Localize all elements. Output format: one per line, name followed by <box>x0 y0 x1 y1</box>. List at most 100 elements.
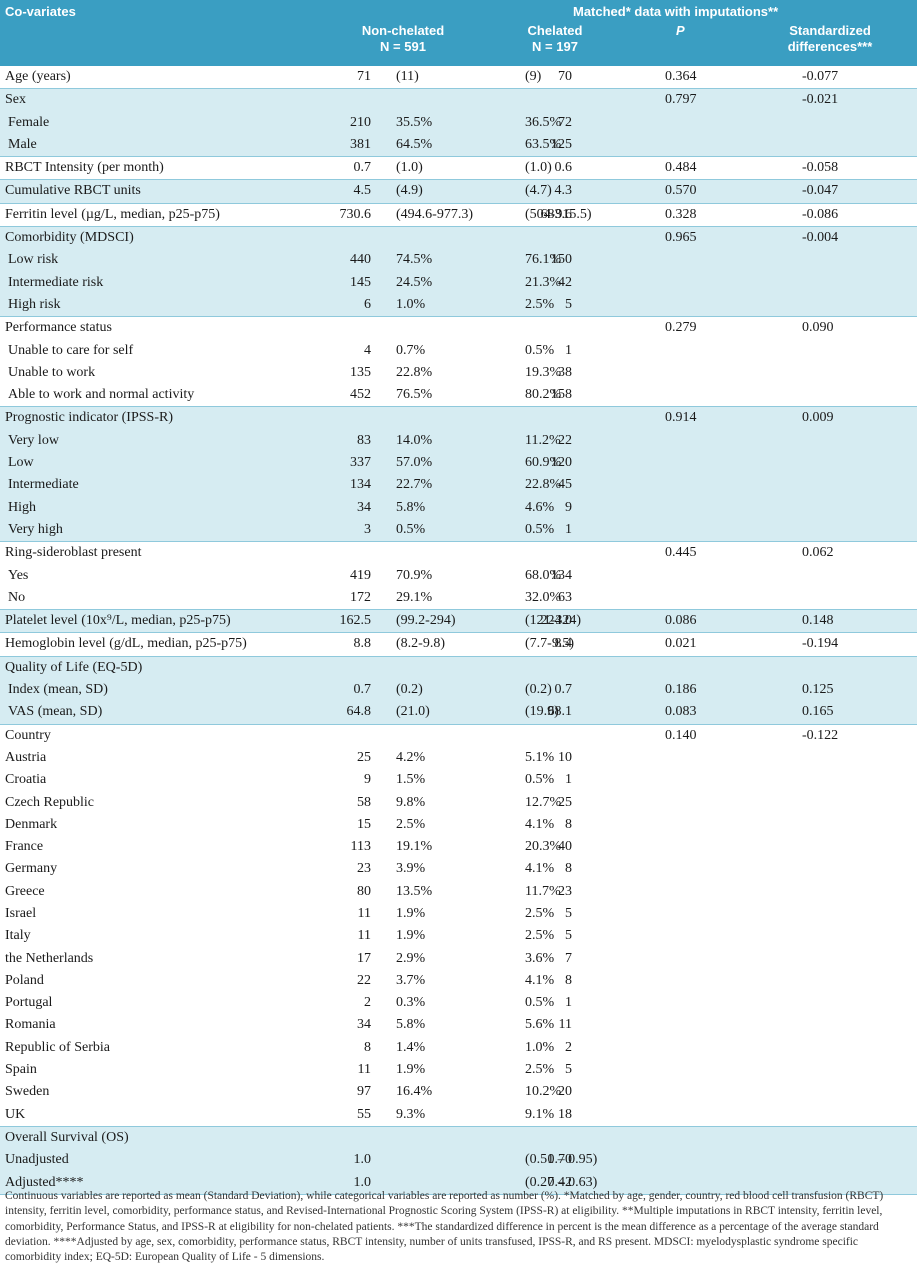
row-label: Republic of Serbia <box>5 1039 110 1055</box>
row-label: Intermediate risk <box>8 274 104 290</box>
cell-c: 5 <box>565 928 572 944</box>
row-label: Female <box>8 114 50 130</box>
cell-s: -0.077 <box>802 69 839 84</box>
table-row: Croatia 9 1.5% 1 0.5% <box>0 769 917 791</box>
table-footnote: Continuous variables are reported as mea… <box>5 1190 884 1264</box>
table-row: Cumulative RBCT units 4.5 (4.9) 4.3 (4.7) 0.5… <box>0 180 917 202</box>
row-group: Country 0.140 -0.122 Austria 25 4.2% 10 5.1% Cro… <box>0 725 917 1127</box>
cell-a: 34 <box>357 499 371 515</box>
cell-b: (8.2-9.8) <box>396 636 445 652</box>
cell-b: 5.8% <box>396 1017 426 1033</box>
cell-b: 3.7% <box>396 972 426 988</box>
cell-s: -0.194 <box>802 636 839 652</box>
cell-c: 8 <box>565 861 572 877</box>
cell-d: (121-324) <box>525 613 581 629</box>
cell-d: 5.1% <box>525 749 555 765</box>
cell-c: 1 <box>565 342 572 358</box>
cell-d: 76.1% <box>525 252 562 268</box>
cell-a: 55 <box>357 1106 371 1122</box>
table-row: Portugal 2 0.3% 1 0.5% <box>0 992 917 1014</box>
cell-b: 1.9% <box>396 928 426 944</box>
cell-b: 74.5% <box>396 252 433 268</box>
cell-d: 0.5% <box>525 521 555 537</box>
row-group: Performance status 0.279 0.090 Unable to ca… <box>0 317 917 408</box>
cell-d: 60.9% <box>525 455 562 471</box>
table-header: Co-variates Matched* data with imputatio… <box>0 0 917 66</box>
cell-p: 0.364 <box>665 69 697 84</box>
cell-c: 40 <box>558 839 572 855</box>
header-covariates: Co-variates <box>5 4 76 19</box>
cell-c: 8.4 <box>554 636 573 652</box>
row-group: RBCT Intensity (per month) 0.7 (1.0) 0.6 (1.… <box>0 157 917 181</box>
table-row: Hemoglobin level (g/dL, median, p25-p75)… <box>0 633 917 655</box>
cell-a: 162.5 <box>339 613 372 629</box>
cell-c: 8 <box>565 972 572 988</box>
cell-a: 11 <box>357 905 371 921</box>
row-label: Germany <box>5 861 58 877</box>
cell-a: 172 <box>350 589 371 605</box>
cell-c: 8 <box>565 816 572 832</box>
cell-b: 22.7% <box>396 477 433 493</box>
cell-p: 0.021 <box>665 636 697 652</box>
header-differences: differences*** <box>787 39 873 54</box>
cell-b: (21.0) <box>396 704 430 720</box>
table-row: Adjusted**** 1.0 0.42 (0.27 – 0.63) <box>0 1172 917 1194</box>
cell-c: 20 <box>558 1084 572 1100</box>
cell-c: 10 <box>558 749 572 765</box>
cell-d: 4.1% <box>525 972 555 988</box>
row-group: Comorbidity (MDSCI) 0.965 -0.004 Low risk 44… <box>0 227 917 318</box>
cell-d: 2.5% <box>525 928 555 944</box>
cell-b: 13.5% <box>396 883 433 899</box>
cell-c: 134 <box>551 567 572 583</box>
row-label: High <box>8 499 36 515</box>
cell-a: 3 <box>364 521 371 537</box>
cell-c: 70 <box>558 69 572 84</box>
table-row: Very low 83 14.0% 22 11.2% <box>0 430 917 452</box>
cell-c: 4.3 <box>554 183 573 199</box>
table-row: Sex 0.797 -0.021 <box>0 89 917 111</box>
table-row: Country 0.140 -0.122 <box>0 725 917 747</box>
table-row: Spain 11 1.9% 5 2.5% <box>0 1059 917 1081</box>
cell-d: 4.1% <box>525 861 555 877</box>
row-label: Intermediate <box>8 477 79 493</box>
cell-s: -0.021 <box>802 92 839 108</box>
row-group: Ring-sideroblast present 0.445 0.062 Yes 419… <box>0 542 917 611</box>
cell-c: 125 <box>551 136 572 152</box>
table-row: Comorbidity (MDSCI) 0.965 -0.004 <box>0 227 917 249</box>
row-label: Israel <box>5 905 37 921</box>
cell-b: 70.9% <box>396 567 433 583</box>
cell-a: 381 <box>350 136 371 152</box>
table-row: Austria 25 4.2% 10 5.1% <box>0 747 917 769</box>
row-label: Greece <box>5 883 45 899</box>
cell-b: 9.8% <box>396 794 426 810</box>
table-row: Intermediate 134 22.7% 45 22.8% <box>0 474 917 496</box>
cell-b: (11) <box>396 69 419 84</box>
cell-c: 25 <box>558 794 572 810</box>
row-label: Czech Republic <box>5 794 95 810</box>
cell-c: 22 <box>558 432 572 448</box>
table-body: Age (years) 71 (11) 70 (9) 0.364 -0.077 Sex 0.79… <box>0 66 917 1195</box>
cell-b: 1.9% <box>396 905 426 921</box>
cell-a: 8 <box>364 1039 371 1055</box>
row-label: Sweden <box>5 1084 50 1100</box>
row-label: Prognostic indicator (IPSS-R) <box>5 410 173 426</box>
cell-s: 0.148 <box>802 613 834 629</box>
row-label: VAS (mean, SD) <box>8 704 103 720</box>
table-row: Performance status 0.279 0.090 <box>0 317 917 339</box>
cell-b: 2.5% <box>396 816 426 832</box>
table-row: Overall Survival (OS) <box>0 1127 917 1149</box>
cell-a: 1.0 <box>353 1174 372 1190</box>
cell-b: 0.7% <box>396 342 426 358</box>
cell-b: (1.0) <box>396 160 423 176</box>
cell-b: (99.2-294) <box>396 613 456 629</box>
cell-d: 11.2% <box>525 432 561 448</box>
cell-s: -0.004 <box>802 230 839 246</box>
cell-d: 3.6% <box>525 950 555 966</box>
cell-d: 9.1% <box>525 1106 555 1122</box>
cell-a: 83 <box>357 432 371 448</box>
cell-b: 19.1% <box>396 839 433 855</box>
cell-s: 0.062 <box>802 545 834 561</box>
cell-c: 5 <box>565 296 572 312</box>
table-row: Romania 34 5.8% 11 5.6% <box>0 1014 917 1036</box>
